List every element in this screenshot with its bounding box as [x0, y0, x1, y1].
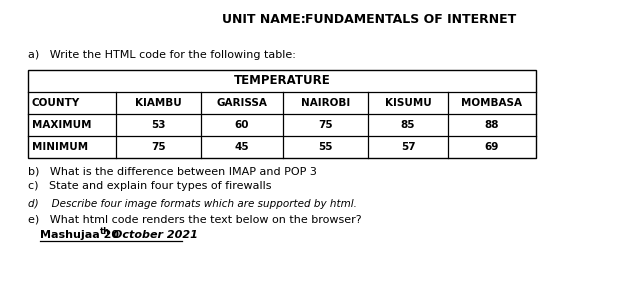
Text: FUNDAMENTALS OF INTERNET: FUNDAMENTALS OF INTERNET	[305, 13, 516, 26]
Text: d)    Describe four image formats which are supported by html.: d) Describe four image formats which are…	[28, 199, 357, 209]
Text: MINIMUM: MINIMUM	[32, 142, 88, 152]
Text: c)   State and explain four types of firewalls: c) State and explain four types of firew…	[28, 181, 272, 191]
Text: th: th	[100, 227, 110, 236]
Text: 75: 75	[318, 120, 333, 130]
Text: KIAMBU: KIAMBU	[135, 98, 182, 108]
Text: 85: 85	[401, 120, 415, 130]
Text: 57: 57	[401, 142, 415, 152]
Text: 75: 75	[151, 142, 166, 152]
Text: MOMBASA: MOMBASA	[462, 98, 523, 108]
Text: 60: 60	[235, 120, 249, 130]
Text: KISUMU: KISUMU	[384, 98, 431, 108]
Text: e)   What html code renders the text below on the browser?: e) What html code renders the text below…	[28, 215, 362, 225]
Text: 55: 55	[318, 142, 333, 152]
Text: MAXIMUM: MAXIMUM	[32, 120, 91, 130]
Text: UNIT NAME:: UNIT NAME:	[222, 13, 306, 26]
Text: 45: 45	[235, 142, 249, 152]
Text: TEMPERATURE: TEMPERATURE	[233, 75, 330, 87]
Text: COUNTY: COUNTY	[32, 98, 81, 108]
Text: 53: 53	[151, 120, 166, 130]
Text: 69: 69	[485, 142, 499, 152]
Text: 88: 88	[485, 120, 499, 130]
Text: October 2021: October 2021	[109, 230, 198, 240]
Text: b)   What is the difference between IMAP and POP 3: b) What is the difference between IMAP a…	[28, 166, 317, 176]
Text: Mashujaa 20: Mashujaa 20	[40, 230, 119, 240]
Text: a)   Write the HTML code for the following table:: a) Write the HTML code for the following…	[28, 50, 296, 60]
Text: NAIROBI: NAIROBI	[301, 98, 350, 108]
Bar	[28, 70, 536, 158]
Text: GARISSA: GARISSA	[216, 98, 267, 108]
